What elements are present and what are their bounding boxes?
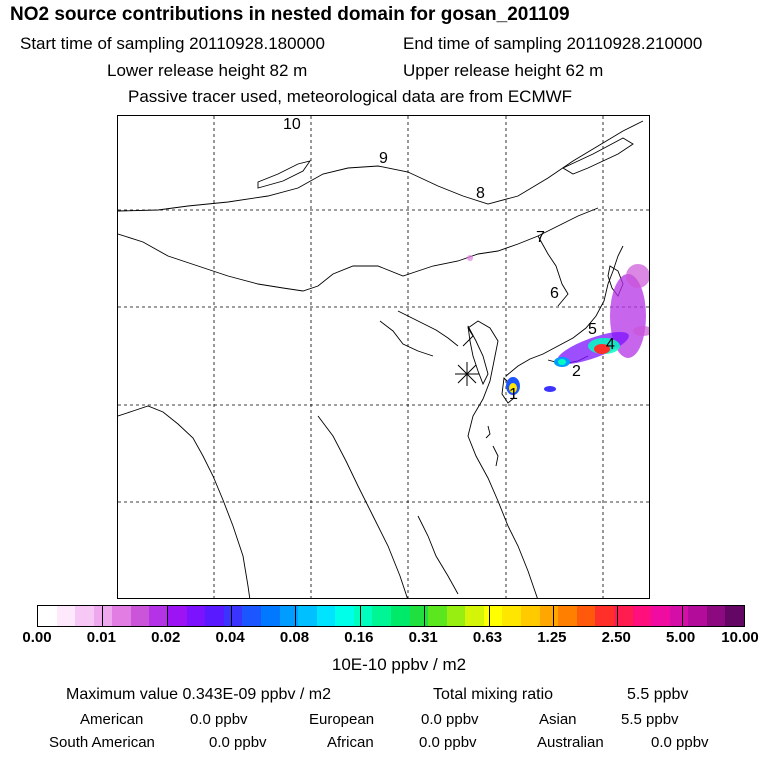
colorbar-tick-label: 0.63 <box>472 629 503 646</box>
colorbar-divider <box>166 606 168 626</box>
region-south-american-value: 0.0 ppbv <box>209 734 267 751</box>
colorbar-ticks: 0.00 0.01 0.02 0.04 0.08 0.16 0.31 0.63 1.25 2.50… <box>0 629 768 651</box>
colorbar-divider <box>102 606 104 626</box>
colorbar-segment <box>353 606 373 626</box>
colorbar-tick-label: 2.50 <box>601 629 631 646</box>
trajectory-label-9: 9 <box>379 150 388 167</box>
start-time-label: Start time of sampling 20110928.180000 <box>20 34 325 53</box>
colorbar-segment <box>446 606 466 626</box>
trajectory-label-8: 8 <box>476 185 485 202</box>
colorbar-divider <box>617 606 619 626</box>
trajectory-label-1: 1 <box>509 386 518 403</box>
end-time-label: End time of sampling 20110928.210000 <box>403 34 703 53</box>
colorbar <box>37 605 745 627</box>
map-panel: 10 9 8 7 6 5 4 2 1 <box>117 115 650 599</box>
lat-lon-grid <box>118 116 649 598</box>
colorbar-segment <box>558 606 577 626</box>
receptor-marker <box>455 362 479 386</box>
colorbar-segment <box>316 606 336 626</box>
colorbar-segment <box>335 606 354 626</box>
region-european-value: 0.0 ppbv <box>421 711 479 728</box>
colorbar-tick-label: 1.25 <box>537 629 567 646</box>
colorbar-segment <box>409 606 429 626</box>
tracer-note: Passive tracer used, meteorological data… <box>128 87 573 106</box>
colorbar-segment <box>112 606 131 626</box>
trajectory-label-4: 4 <box>606 336 615 353</box>
coastlines <box>118 120 644 598</box>
colorbar-segment <box>428 606 447 626</box>
colorbar-segment <box>56 606 76 626</box>
colorbar-divider <box>424 606 426 626</box>
colorbar-divider <box>359 606 361 626</box>
region-australian-name: Australian <box>537 734 604 751</box>
colorbar-segment <box>168 606 187 626</box>
colorbar-segment <box>465 606 484 626</box>
total-mixing-value: 5.5 ppbv <box>627 686 689 703</box>
colorbar-segment <box>279 606 299 626</box>
colorbar-tick-label: 10.00 <box>721 629 759 646</box>
colorbar-segment <box>75 606 94 626</box>
map-canvas <box>118 116 649 598</box>
trajectory-label-5: 5 <box>588 321 597 338</box>
trajectory-label-2: 2 <box>572 363 581 380</box>
region-european-name: European <box>309 711 375 728</box>
colorbar-segment <box>613 606 633 626</box>
colorbar-divider <box>681 606 683 626</box>
colorbar-segment <box>595 606 614 626</box>
colorbar-divider <box>231 606 233 626</box>
colorbar-divider <box>552 606 554 626</box>
colorbar-segment <box>539 606 559 626</box>
colorbar-divider <box>295 606 297 626</box>
max-value-label: Maximum value 0.343E-09 ppbv / m2 <box>66 686 332 703</box>
lower-height-label: Lower release height 82 m <box>107 61 308 80</box>
colorbar-segment <box>521 606 540 626</box>
colorbar-segment <box>223 606 243 626</box>
colorbar-segment <box>242 606 261 626</box>
colorbar-tick-label: 0.00 <box>22 629 52 646</box>
colorbar-segment <box>669 606 689 626</box>
colorbar-segment <box>149 606 169 626</box>
colorbar-segment <box>483 606 503 626</box>
region-australian-value: 0.0 ppbv <box>651 734 709 751</box>
colorbar-segment <box>688 606 707 626</box>
colorbar-tick-label: 0.16 <box>344 629 374 646</box>
colorbar-tick-label: 0.31 <box>408 629 438 646</box>
region-american-name: American <box>80 711 144 728</box>
region-asian-name: Asian <box>539 711 577 728</box>
colorbar-segment <box>260 606 280 626</box>
upper-height-label: Upper release height 62 m <box>403 61 604 80</box>
colorbar-segment <box>186 606 206 626</box>
region-asian-value: 5.5 ppbv <box>621 711 679 728</box>
colorbar-segment <box>651 606 670 626</box>
colorbar-segment <box>390 606 410 626</box>
colorbar-segment <box>38 606 57 626</box>
colorbar-segment <box>130 606 150 626</box>
total-mixing-label: Total mixing ratio <box>433 686 554 703</box>
trajectory-label-7: 7 <box>536 229 545 246</box>
colorbar-units: 10E-10 ppbv / m2 <box>331 655 467 674</box>
region-african-value: 0.0 ppbv <box>419 734 477 751</box>
region-south-american-name: South American <box>49 734 155 751</box>
colorbar-segment <box>372 606 391 626</box>
colorbar-tick-label: 0.01 <box>86 629 116 646</box>
colorbar-segment <box>205 606 224 626</box>
colorbar-tick-label: 0.04 <box>215 629 245 646</box>
colorbar-segment <box>706 606 726 626</box>
trajectory-label-6: 6 <box>550 285 559 302</box>
region-american-value: 0.0 ppbv <box>190 711 248 728</box>
colorbar-tick-label: 0.08 <box>279 629 310 646</box>
plot-title: NO2 source contributions in nested domai… <box>10 4 570 25</box>
colorbar-segment <box>576 606 596 626</box>
colorbar-divider <box>488 606 490 626</box>
concentration-plume <box>467 255 649 395</box>
colorbar-tick-label: 0.02 <box>151 629 181 646</box>
colorbar-segment <box>502 606 522 626</box>
colorbar-segment <box>725 606 744 626</box>
colorbar-segment <box>632 606 652 626</box>
colorbar-tick-label: 5.00 <box>666 629 696 646</box>
colorbar-segment <box>298 606 317 626</box>
trajectory-label-10: 10 <box>283 116 301 133</box>
region-african-name: African <box>327 734 374 751</box>
